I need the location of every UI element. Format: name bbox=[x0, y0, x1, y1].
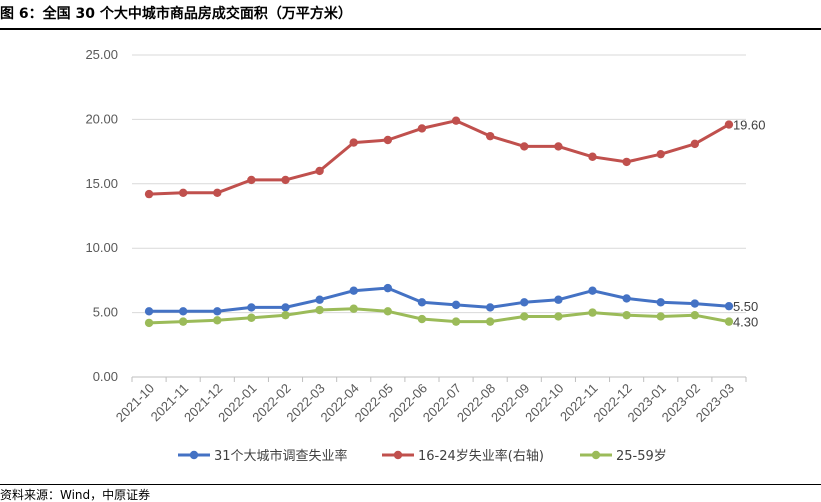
data-point bbox=[315, 305, 324, 315]
data-point bbox=[213, 188, 222, 198]
data-point bbox=[690, 310, 700, 320]
data-point bbox=[417, 314, 427, 324]
y-tick-label: 10.00 bbox=[85, 240, 118, 255]
data-point bbox=[281, 175, 290, 185]
data-point bbox=[690, 299, 700, 308]
data-point bbox=[656, 312, 665, 321]
y-tick-label: 25.00 bbox=[85, 47, 118, 62]
data-point bbox=[588, 152, 597, 161]
data-point bbox=[213, 307, 222, 316]
data-point bbox=[178, 317, 188, 326]
data-point bbox=[520, 142, 529, 151]
data-point bbox=[349, 286, 358, 295]
data-label: 4.30 bbox=[733, 315, 758, 330]
data-point bbox=[622, 310, 631, 320]
data-point bbox=[383, 135, 393, 145]
data-point bbox=[451, 116, 461, 125]
figure-title: 图 6：全国 30 个大中城市商品房成交面积（万平方米） bbox=[0, 6, 352, 22]
title-divider bbox=[0, 28, 821, 30]
data-point bbox=[281, 310, 290, 320]
data-point bbox=[247, 175, 256, 185]
data-point bbox=[144, 189, 154, 199]
legend-label: 31个大城市调查失业率 bbox=[214, 448, 348, 464]
data-point bbox=[622, 294, 631, 303]
data-point bbox=[622, 157, 631, 167]
data-point bbox=[315, 166, 324, 176]
data-point bbox=[178, 188, 188, 198]
end-labels: 5.50 19.60 4.30 bbox=[733, 118, 766, 330]
legend-label: 25-59岁 bbox=[616, 449, 667, 464]
data-point bbox=[656, 298, 665, 307]
legend-marker bbox=[393, 450, 403, 460]
data-point bbox=[485, 131, 495, 141]
data-point bbox=[485, 317, 495, 326]
y-axis-ticks: 0.00 5.00 10.00 15.00 20.00 25.00 bbox=[85, 47, 118, 384]
data-point bbox=[213, 316, 222, 325]
series-line bbox=[149, 307, 730, 325]
x-tick-label: 2023-03 bbox=[693, 381, 737, 425]
data-point bbox=[451, 300, 461, 310]
data-point bbox=[724, 120, 734, 129]
data-point bbox=[485, 303, 495, 312]
source-note: 资料来源：Wind，中原证券 bbox=[0, 488, 151, 502]
series-line bbox=[149, 286, 730, 313]
data-point bbox=[178, 307, 188, 316]
data-point bbox=[281, 303, 290, 312]
data-point bbox=[417, 298, 427, 307]
data-point bbox=[349, 138, 358, 147]
data-point bbox=[144, 307, 154, 316]
data-point bbox=[247, 313, 256, 322]
footer-divider bbox=[0, 484, 821, 485]
data-label: 5.50 bbox=[733, 299, 758, 314]
data-point bbox=[588, 308, 597, 317]
data-point bbox=[690, 139, 700, 149]
gridlines bbox=[132, 54, 746, 378]
data-point bbox=[724, 317, 734, 326]
data-point bbox=[520, 298, 529, 307]
data-point bbox=[724, 301, 734, 311]
data-point bbox=[656, 149, 665, 159]
y-tick-label: 0.00 bbox=[93, 369, 118, 384]
data-point bbox=[383, 307, 393, 316]
legend: 31个大城市调查失业率 16-24岁失业率(右轴) 25-59岁 bbox=[178, 448, 667, 464]
data-point bbox=[554, 295, 563, 304]
data-point bbox=[144, 318, 154, 328]
data-point bbox=[417, 124, 427, 133]
data-point bbox=[315, 295, 324, 304]
legend-marker bbox=[591, 450, 601, 460]
y-tick-label: 20.00 bbox=[85, 111, 118, 126]
series-line bbox=[149, 119, 730, 196]
data-point bbox=[383, 283, 393, 293]
data-point bbox=[520, 312, 529, 321]
y-tick-label: 15.00 bbox=[85, 176, 118, 191]
data-label: 19.60 bbox=[733, 118, 766, 133]
x-tick-label: 2022-10 bbox=[522, 381, 566, 425]
series-lines bbox=[144, 116, 734, 328]
data-point bbox=[554, 312, 563, 321]
legend-marker bbox=[189, 450, 199, 460]
legend-label: 16-24岁失业率(右轴) bbox=[418, 448, 544, 464]
data-point bbox=[588, 286, 597, 295]
data-point bbox=[451, 317, 461, 326]
data-point bbox=[349, 304, 358, 313]
x-axis-ticks: 2021-102021-112021-122022-012022-022022-… bbox=[113, 377, 747, 425]
data-point bbox=[554, 142, 563, 151]
x-tick-label: 2021-10 bbox=[113, 381, 157, 425]
data-point bbox=[247, 303, 256, 312]
y-tick-label: 5.00 bbox=[93, 305, 118, 320]
